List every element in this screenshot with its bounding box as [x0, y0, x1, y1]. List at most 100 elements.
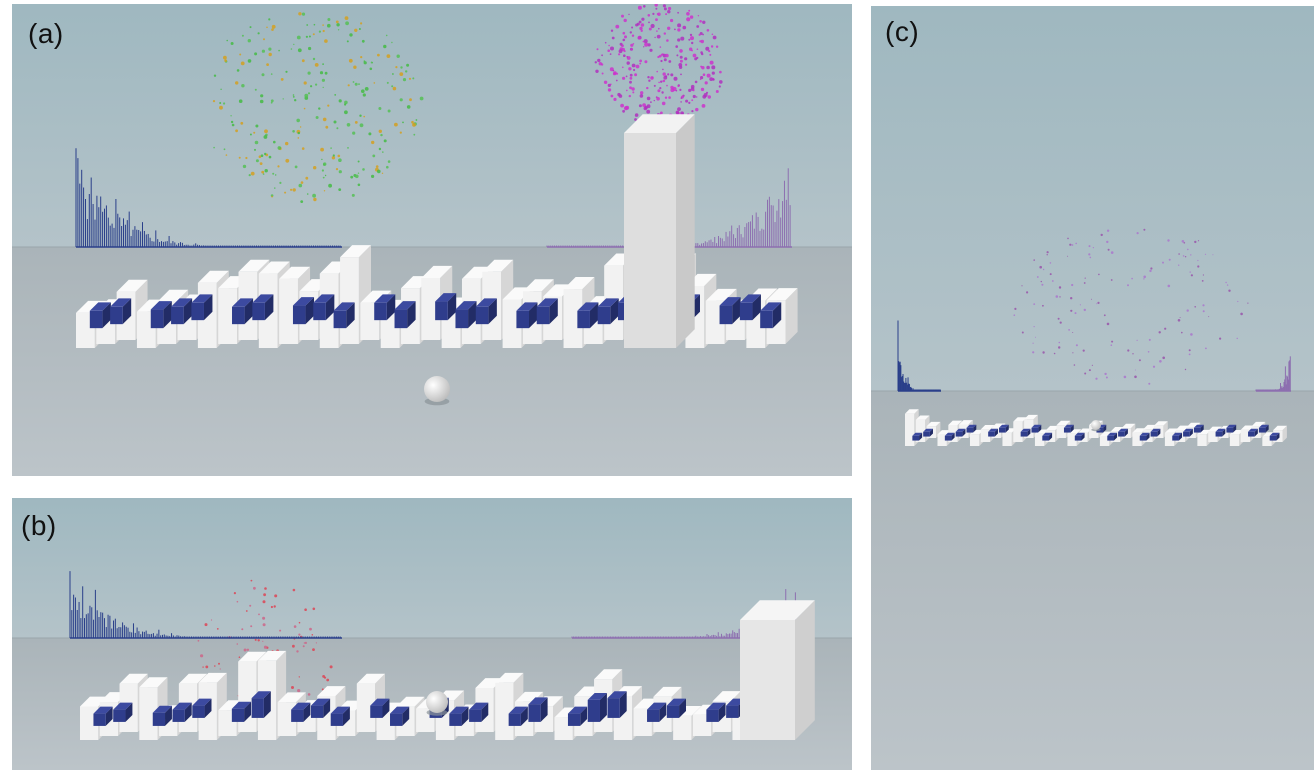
particle-cloud-purple: [712, 35, 717, 40]
black-key-side: [1276, 432, 1280, 441]
black-key: [1183, 431, 1190, 437]
particle-cloud-purple: [640, 29, 643, 32]
particle-cloud-purple: [668, 6, 672, 11]
black-key-top: [528, 697, 548, 705]
black-key-side: [580, 706, 588, 726]
black-key: [172, 709, 185, 722]
black-key: [1042, 435, 1050, 441]
particle-cloud-purple: [711, 71, 715, 75]
particle-cloud-red: [292, 588, 296, 592]
black-key-top: [1107, 432, 1118, 436]
black-key-top: [292, 297, 315, 306]
particle-cloud-red: [205, 665, 209, 669]
black-key-side: [1189, 428, 1193, 437]
particle-cloud-red: [297, 689, 301, 693]
particle-cloud-red: [249, 604, 252, 607]
particle-cloud-purple: [625, 75, 628, 78]
particle-cloud-green: [334, 94, 337, 96]
particle-cloud-green: [297, 137, 300, 139]
particle-cloud-purple: [700, 87, 705, 92]
black-key-side: [263, 691, 271, 718]
particle-cloud-purple: [689, 15, 694, 19]
particle-cloud-purple: [1042, 304, 1044, 307]
particle-cloud-red: [263, 593, 266, 597]
black-key-side: [1113, 432, 1118, 441]
panel-a-label: (a): [28, 18, 64, 49]
white-key-top: [915, 415, 930, 420]
particle-cloud-purple: [597, 58, 601, 63]
particle-cloud-red: [329, 665, 333, 669]
particle-cloud-purple: [660, 80, 663, 83]
particle-cloud-red: [273, 605, 276, 608]
particle-cloud-purple: [662, 4, 667, 8]
particle-cloud-green: [285, 141, 289, 146]
particle-cloud-green: [238, 99, 243, 103]
black-key-side: [1265, 424, 1269, 433]
black-key: [1248, 431, 1255, 437]
black-key-side: [919, 432, 923, 441]
white-key: [421, 278, 441, 340]
particle-cloud-purple: [1106, 229, 1110, 232]
particle-cloud-red: [315, 642, 317, 644]
black-key-side: [386, 294, 396, 321]
particle-cloud-purple: [649, 48, 653, 52]
particle-cloud-purple: [603, 80, 608, 85]
particle-cloud-green: [278, 49, 280, 52]
white-key-top: [238, 651, 267, 662]
white-key: [1262, 436, 1272, 446]
particle-cloud-purple: [1075, 344, 1078, 347]
particle-cloud-purple: [688, 88, 692, 92]
black-key: [1020, 431, 1028, 437]
black-key: [998, 427, 1006, 433]
particle-cloud-purple: [670, 85, 674, 90]
black-key-top: [1042, 432, 1053, 436]
black-key-top: [1183, 428, 1193, 432]
particle-cloud-green: [223, 102, 226, 105]
black-key-side: [1038, 424, 1042, 433]
black-key-top: [313, 294, 335, 303]
particle-cloud-green: [396, 54, 400, 58]
particle-cloud-purple: [1225, 281, 1227, 284]
black-key-side: [402, 706, 410, 726]
particle-cloud-purple: [653, 84, 656, 87]
particle-cloud-green: [363, 61, 367, 65]
particle-cloud-green: [297, 48, 302, 53]
particle-cloud-purple: [1039, 265, 1042, 269]
particle-cloud-purple: [1187, 248, 1189, 251]
black-key: [955, 431, 963, 437]
particle-cloud-purple: [1057, 317, 1060, 320]
particle-cloud-green: [301, 59, 305, 63]
black-key-top: [110, 298, 132, 307]
particle-cloud-purple: [637, 5, 642, 10]
particle-cloud-red: [257, 639, 260, 642]
particle-cloud-green: [347, 147, 349, 149]
particle-cloud-red: [262, 623, 266, 627]
particle-cloud-green: [409, 98, 412, 102]
particle-cloud-purple: [715, 90, 719, 93]
particle-cloud-green: [325, 125, 329, 129]
particle-cloud-red: [218, 662, 220, 665]
black-key-top: [89, 302, 111, 311]
particle-cloud-green: [315, 116, 319, 119]
black-key: [647, 709, 660, 722]
black-key: [394, 309, 408, 329]
particle-cloud-red: [302, 645, 305, 648]
particle-cloud-purple: [631, 26, 634, 29]
particle-cloud-purple: [667, 10, 671, 14]
particle-cloud-purple: [607, 88, 612, 92]
black-key-top: [231, 701, 252, 709]
particle-cloud-purple: [1132, 353, 1134, 355]
black-key: [251, 698, 264, 718]
particle-cloud-green: [353, 65, 357, 69]
black-key: [152, 712, 166, 726]
particle-cloud-purple: [622, 76, 626, 80]
particle-cloud-green: [362, 93, 366, 97]
black-key: [577, 310, 590, 329]
particle-cloud-purple: [632, 91, 635, 94]
particle-cloud-red: [238, 656, 241, 658]
particle-cloud-green: [280, 78, 284, 81]
black-key-top: [1193, 424, 1204, 428]
black-key-side: [163, 301, 172, 329]
black-key-side: [1070, 424, 1074, 433]
particle-cloud-purple: [1096, 303, 1098, 305]
